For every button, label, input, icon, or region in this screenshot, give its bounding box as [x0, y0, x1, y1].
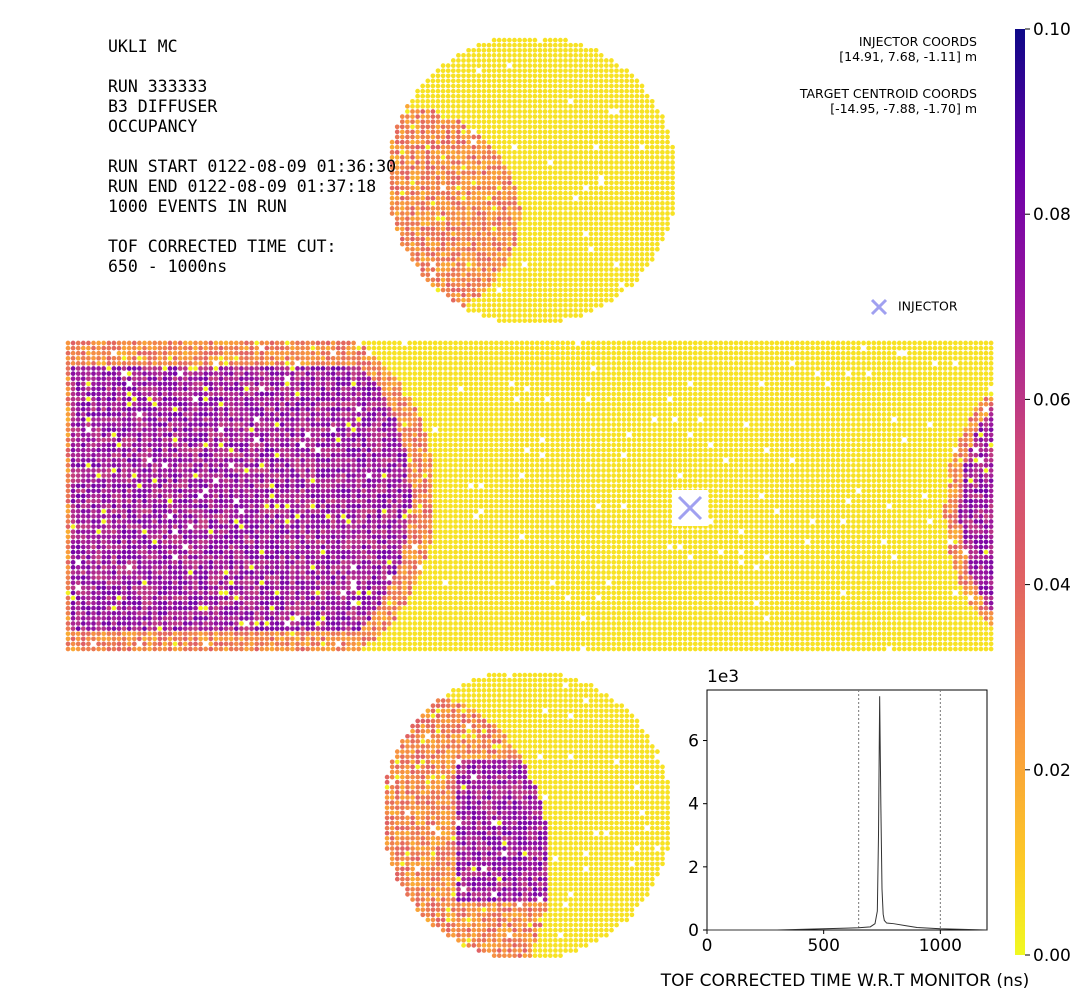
injector-coords-value: [14.91, 7.68, -1.11] m	[839, 49, 977, 64]
target-centroid-coords: TARGET CENTROID COORDS [-14.95, -7.88, -…	[800, 86, 977, 116]
injector-cross-icon	[870, 298, 888, 316]
target-coords-title: TARGET CENTROID COORDS	[799, 86, 977, 101]
injector-marker	[672, 490, 708, 526]
injector-coords: INJECTOR COORDS [14.91, 7.68, -1.11] m	[839, 34, 977, 64]
legend: INJECTOR	[870, 298, 958, 316]
injector-coords-title: INJECTOR COORDS	[858, 34, 977, 49]
legend-injector-label: INJECTOR	[898, 298, 958, 314]
target-coords-value: [-14.95, -7.88, -1.70] m	[830, 101, 977, 116]
run-info-text: UKLI MC RUN 333333 B3 DIFFUSER OCCUPANCY…	[108, 37, 397, 276]
